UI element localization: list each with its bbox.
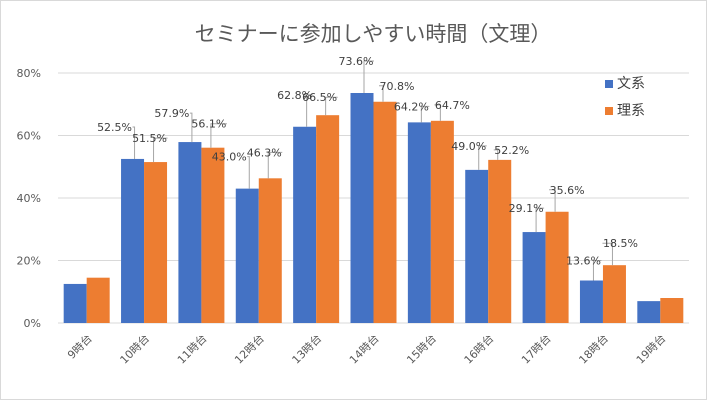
bar-rikei	[373, 101, 397, 323]
leader-line	[478, 145, 487, 170]
leader-line	[602, 242, 613, 266]
leader-line	[189, 112, 193, 143]
data-label: 49.0%	[451, 140, 486, 153]
bar-bunkei	[579, 280, 603, 323]
data-label: 64.2%	[394, 100, 429, 113]
leader-line	[325, 96, 338, 116]
data-label: 51.5%	[132, 132, 167, 145]
bar-rikei	[258, 178, 282, 323]
leader-line	[153, 137, 168, 163]
x-tick-label: 15時台	[404, 331, 439, 366]
bar-rikei	[86, 277, 110, 323]
leader-line	[592, 260, 602, 281]
legend-label: 文系	[617, 76, 645, 92]
bar-rikei	[430, 120, 454, 323]
y-tick-label: 60%	[17, 130, 41, 143]
bar-bunkei	[63, 283, 87, 323]
bar-bunkei	[178, 142, 202, 323]
x-tick-label: 10時台	[117, 331, 152, 366]
legend-swatch	[605, 107, 613, 115]
x-tick-label: 16時台	[461, 331, 496, 366]
x-tick-label: 19時台	[633, 331, 668, 366]
data-label: 52.2%	[494, 144, 529, 157]
x-tick-label: 17時台	[518, 331, 553, 366]
legend-label: 理系	[617, 103, 645, 119]
data-label: 13.6%	[566, 255, 601, 268]
leader-line	[306, 94, 313, 127]
x-tick-label: 12時台	[232, 331, 267, 366]
data-label: 46.3%	[247, 146, 282, 159]
data-label: 66.5%	[302, 91, 337, 104]
label-leaders	[132, 60, 613, 281]
y-tick-label: 40%	[17, 192, 41, 205]
leader-line	[267, 151, 283, 179]
chart-title: セミナーに参加しやすい時間（文理）	[195, 22, 552, 46]
bar-bunkei	[407, 122, 431, 323]
bar-bunkei	[121, 158, 145, 323]
x-tick-label: 18時台	[576, 331, 611, 366]
y-tick-label: 20%	[17, 255, 41, 268]
bar-bunkei	[465, 169, 489, 323]
bar-bunkei	[293, 126, 317, 323]
x-tick-label: 13時台	[289, 331, 324, 366]
data-label: 73.6%	[339, 55, 374, 68]
data-label: 56.1%	[191, 118, 226, 131]
bar-bunkei	[235, 188, 259, 323]
bar-bunkei	[637, 301, 661, 323]
x-tick-label: 11時台	[174, 331, 209, 366]
bar-rikei	[488, 159, 512, 323]
y-axis-ticks: 0% 20% 40% 60% 80%	[17, 67, 41, 330]
bar-bunkei	[350, 93, 374, 323]
data-label: 43.0%	[212, 151, 247, 164]
data-labels: 52.5% 57.9% 43.0% 62.8% 73.6% 64.2% 49.0% 29.1%…	[97, 55, 638, 268]
leader-line	[434, 104, 441, 121]
leader-line	[247, 156, 250, 189]
bar-bunkei	[522, 232, 546, 323]
leader-line	[535, 207, 545, 233]
data-label: 62.8%	[277, 89, 312, 102]
leader-line	[420, 105, 430, 123]
bar-rikei	[144, 162, 168, 323]
y-tick-label: 80%	[17, 67, 41, 80]
leader-line	[379, 85, 384, 102]
x-tick-label: 14時台	[346, 331, 381, 366]
bar-rikei	[602, 265, 626, 323]
leader-line	[549, 189, 556, 212]
leader-line	[210, 123, 227, 148]
bars	[63, 93, 684, 323]
data-label: 52.5%	[97, 121, 132, 134]
data-label: 70.8%	[380, 80, 415, 93]
data-label: 35.6%	[550, 184, 585, 197]
bar-rikei	[660, 298, 684, 323]
y-tick-label: 0%	[24, 317, 41, 330]
data-label: 29.1%	[509, 202, 544, 215]
leader-line	[132, 126, 136, 159]
leader-line	[363, 60, 374, 93]
legend-swatch	[605, 80, 613, 88]
bar-rikei	[545, 211, 569, 323]
data-label: 18.5%	[603, 237, 638, 250]
bar-rikei	[316, 115, 340, 323]
bar-rikei	[201, 147, 225, 323]
x-tick-label: 9時台	[64, 331, 94, 361]
leader-line	[493, 149, 499, 160]
data-label: 57.9%	[154, 107, 189, 120]
data-label: 64.7%	[435, 99, 470, 112]
x-axis-ticks: 9時台 10時台 11時台 12時台 13時台 14時台 15時台 16時台 17時台 18時台 1…	[64, 331, 668, 366]
